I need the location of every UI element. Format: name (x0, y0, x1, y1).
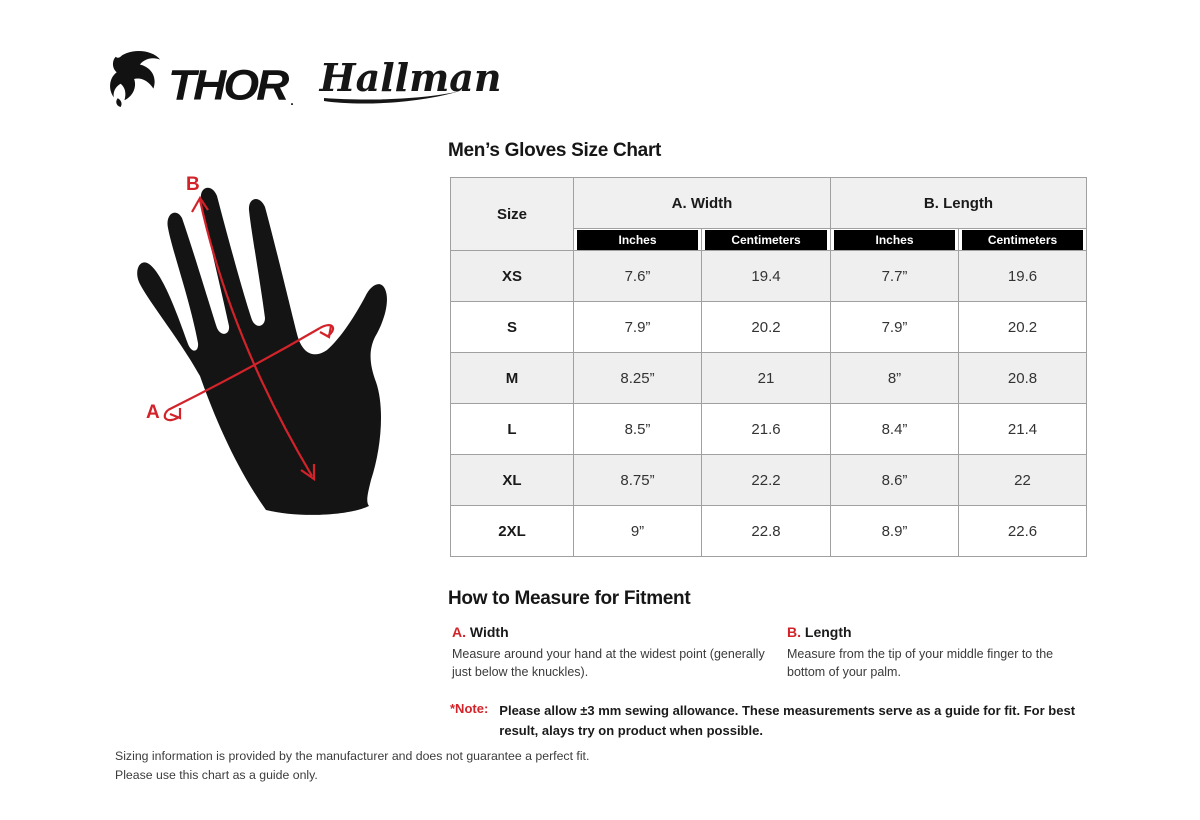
size-label: XS (450, 250, 574, 302)
length-inches-value: 8.9” (830, 505, 959, 557)
size-label: M (450, 352, 574, 404)
width-inches-value: 8.75” (573, 454, 702, 506)
width-cm-value: 20.2 (701, 301, 831, 353)
note-text: Please allow ±3 mm sewing allowance. The… (499, 703, 1076, 739)
hand-silhouette (137, 187, 387, 515)
hallman-logo: Hallman (320, 55, 510, 104)
length-cm-value: 19.6 (958, 250, 1087, 302)
length-cm-value: 20.8 (958, 352, 1087, 404)
width-cm-value: 22.2 (701, 454, 831, 506)
width-inches-value: 8.25” (573, 352, 702, 404)
arrow-label-b: B (186, 174, 200, 195)
length-inches-value: 7.7” (830, 250, 959, 302)
size-chart-title: Men’s Gloves Size Chart (448, 140, 662, 161)
thor-wordmark: THOR (168, 61, 289, 109)
measure-width-description: Measure around your hand at the widest p… (452, 647, 765, 680)
thor-trademark-dot: . (290, 94, 294, 108)
length-inches-value: 8” (830, 352, 959, 404)
size-label: XL (450, 454, 574, 506)
glove-measurement-diagram: B A (118, 158, 448, 563)
measure-width-heading: A. Width (452, 624, 767, 640)
subheader-width-centimeters: Centimeters (705, 230, 827, 250)
size-label: 2XL (450, 505, 574, 557)
length-cm-value: 21.4 (958, 403, 1087, 455)
column-header-width: A. Width (573, 177, 831, 229)
note-label: *Note: (450, 701, 489, 716)
subheader-length-inches: Inches (834, 230, 955, 250)
measure-length-label: Length (804, 624, 852, 640)
table-row: S 7.9” 20.2 7.9” 20.2 (450, 301, 1087, 353)
table-row: L 8.5” 21.6 8.4” 21.4 (450, 403, 1087, 455)
measure-width-key: A. (452, 624, 466, 640)
table-row: XL 8.75” 22.2 8.6” 22 (450, 454, 1087, 506)
width-cm-value: 21 (701, 352, 831, 404)
width-inches-value: 8.5” (573, 403, 702, 455)
subheader-length-centimeters: Centimeters (962, 230, 1083, 250)
sizing-note: *Note: Please allow ±3 mm sewing allowan… (450, 701, 1090, 741)
measure-width-label: Width (469, 624, 509, 640)
width-inches-value: 7.9” (573, 301, 702, 353)
brand-logos: THOR . Hallman (108, 46, 510, 110)
hallman-swash-underline (323, 91, 460, 104)
measure-width-block: A. Width Measure around your hand at the… (452, 624, 767, 681)
subheader-width-inches: Inches (577, 230, 698, 250)
length-cm-value: 22.6 (958, 505, 1087, 557)
width-cm-value: 22.8 (701, 505, 831, 557)
thor-logo: THOR . (108, 48, 294, 108)
disclaimer-line-1: Sizing information is provided by the ma… (115, 749, 590, 763)
size-label: S (450, 301, 574, 353)
arrow-label-a: A (146, 402, 160, 423)
measure-length-block: B. Length Measure from the tip of your m… (787, 624, 1087, 681)
width-cm-value: 21.6 (701, 403, 831, 455)
table-row: M 8.25” 21 8” 20.8 (450, 352, 1087, 404)
length-inches-value: 7.9” (830, 301, 959, 353)
measure-length-key: B. (787, 624, 801, 640)
measure-section-title: How to Measure for Fitment (448, 588, 691, 609)
table-header-row: Size A. Width B. Length (450, 177, 1087, 251)
measure-length-description: Measure from the tip of your middle fing… (787, 647, 1054, 680)
size-chart-table: Size A. Width B. Length Inches Centimete… (450, 177, 1087, 557)
length-cm-value: 22 (958, 454, 1087, 506)
length-cm-value: 20.2 (958, 301, 1087, 353)
width-arrow-a (163, 324, 335, 422)
glove-silhouette-graphic: B A (137, 174, 387, 515)
column-header-length: B. Length (830, 177, 1087, 229)
length-inches-value: 8.4” (830, 403, 959, 455)
disclaimer-footer: Sizing information is provided by the ma… (115, 747, 589, 785)
measure-length-heading: B. Length (787, 624, 1087, 640)
table-row: XS 7.6” 19.4 7.7” 19.6 (450, 250, 1087, 302)
disclaimer-line-2: Please use this chart as a guide only. (115, 768, 318, 783)
table-row: 2XL 9” 22.8 8.9” 22.6 (450, 505, 1087, 557)
column-header-size: Size (450, 177, 574, 251)
table-subheader-row: Inches Centimeters Inches Centimeters (451, 228, 1087, 251)
width-cm-value: 19.4 (701, 250, 831, 302)
thor-goat-icon (110, 50, 161, 107)
width-inches-value: 7.6” (573, 250, 702, 302)
length-arrow-b (191, 195, 316, 482)
size-label: L (450, 403, 574, 455)
length-inches-value: 8.6” (830, 454, 959, 506)
width-inches-value: 9” (573, 505, 702, 557)
